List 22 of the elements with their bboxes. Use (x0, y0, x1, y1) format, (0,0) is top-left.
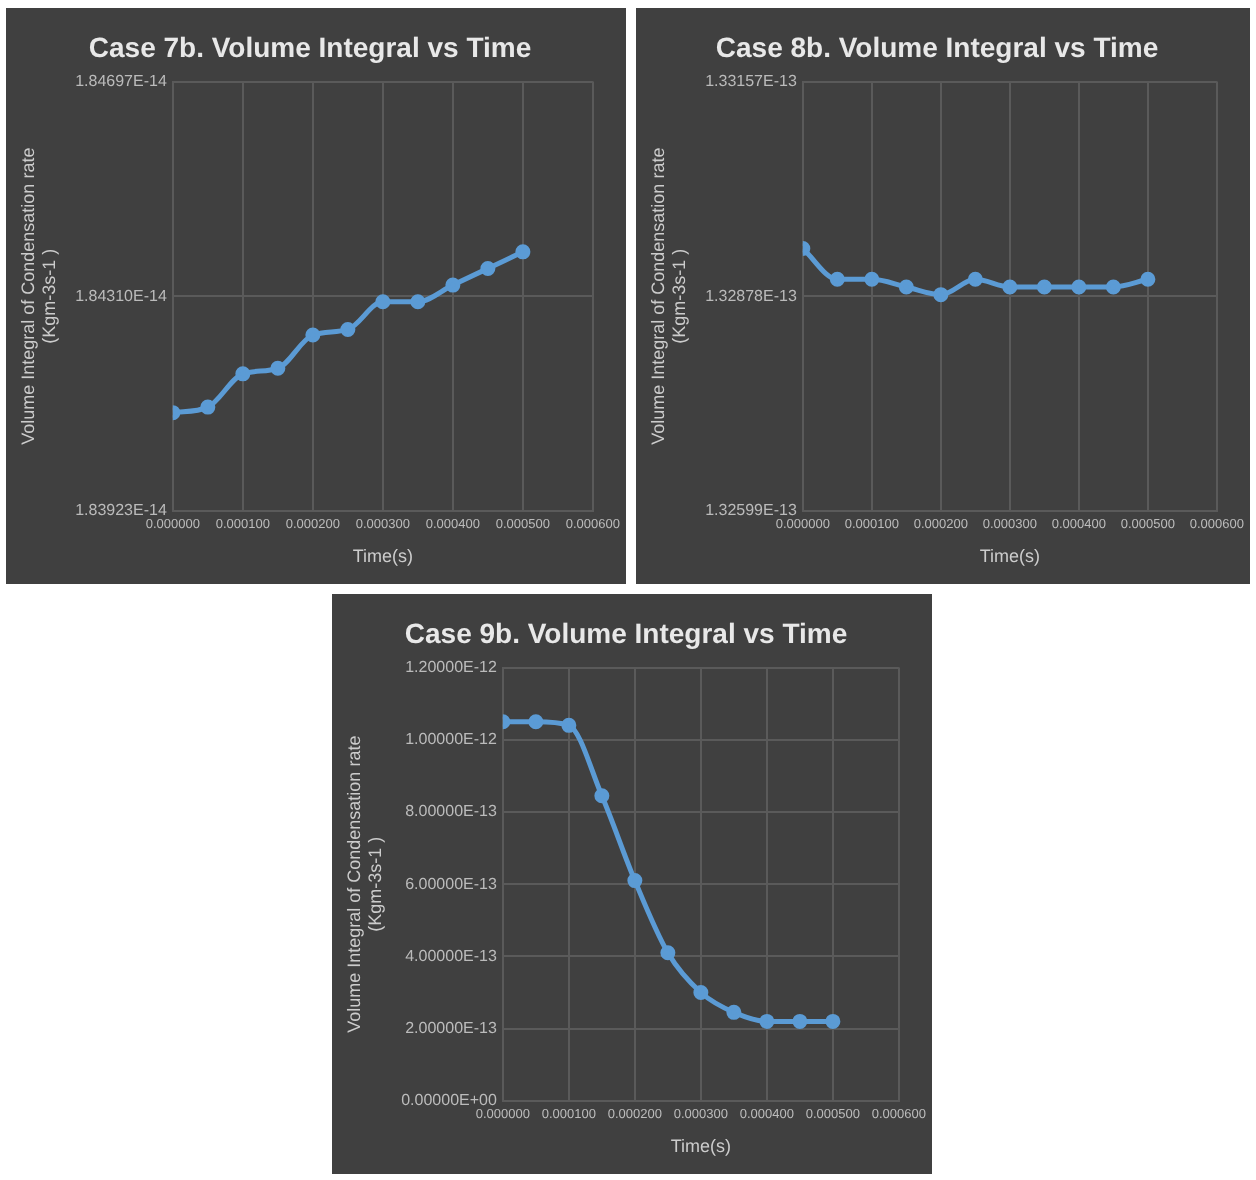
y-tick-label: 1.00000E-12 (405, 730, 498, 749)
y-tick-label: 2.00000E-13 (405, 1019, 498, 1038)
y-axis-title: Volume Integral of Condensation rate (Kgm-3s-1 ) (343, 735, 386, 1033)
y-tick-label: 1.83923E-14 (75, 501, 168, 520)
y-axis-title: Volume Integral of Condensation rate (Kgm-3s-1 ) (17, 147, 60, 445)
y-tick-label: 1.84697E-14 (75, 72, 168, 91)
y-tick-label: 1.32878E-13 (705, 286, 798, 305)
chart-title: Case 8b. Volume Integral vs Time (715, 30, 1159, 63)
x-axis-title: Time(s) (352, 546, 414, 567)
x-axis-title: Time(s) (670, 1136, 732, 1157)
x-axis-title: Time(s) (979, 546, 1041, 567)
y-axis-title: Volume Integral of Condensation rate (Kgm-3s-1 ) (647, 147, 690, 445)
y-tick-label: 1.84310E-14 (75, 286, 168, 305)
y-tick-label: 1.33157E-13 (705, 72, 798, 91)
y-tick-label: 6.00000E-13 (405, 874, 498, 893)
y-tick-label: 0.00000E+00 (401, 1091, 498, 1110)
y-tick-label: 4.00000E-13 (405, 946, 498, 965)
chart-title: Case 7b. Volume Integral vs Time (88, 30, 532, 63)
y-tick-label: 1.20000E-12 (405, 658, 498, 677)
chart-title: Case 9b. Volume Integral vs Time (404, 616, 848, 649)
y-tick-label: 1.32599E-13 (705, 501, 798, 520)
y-tick-label: 8.00000E-13 (405, 802, 498, 821)
